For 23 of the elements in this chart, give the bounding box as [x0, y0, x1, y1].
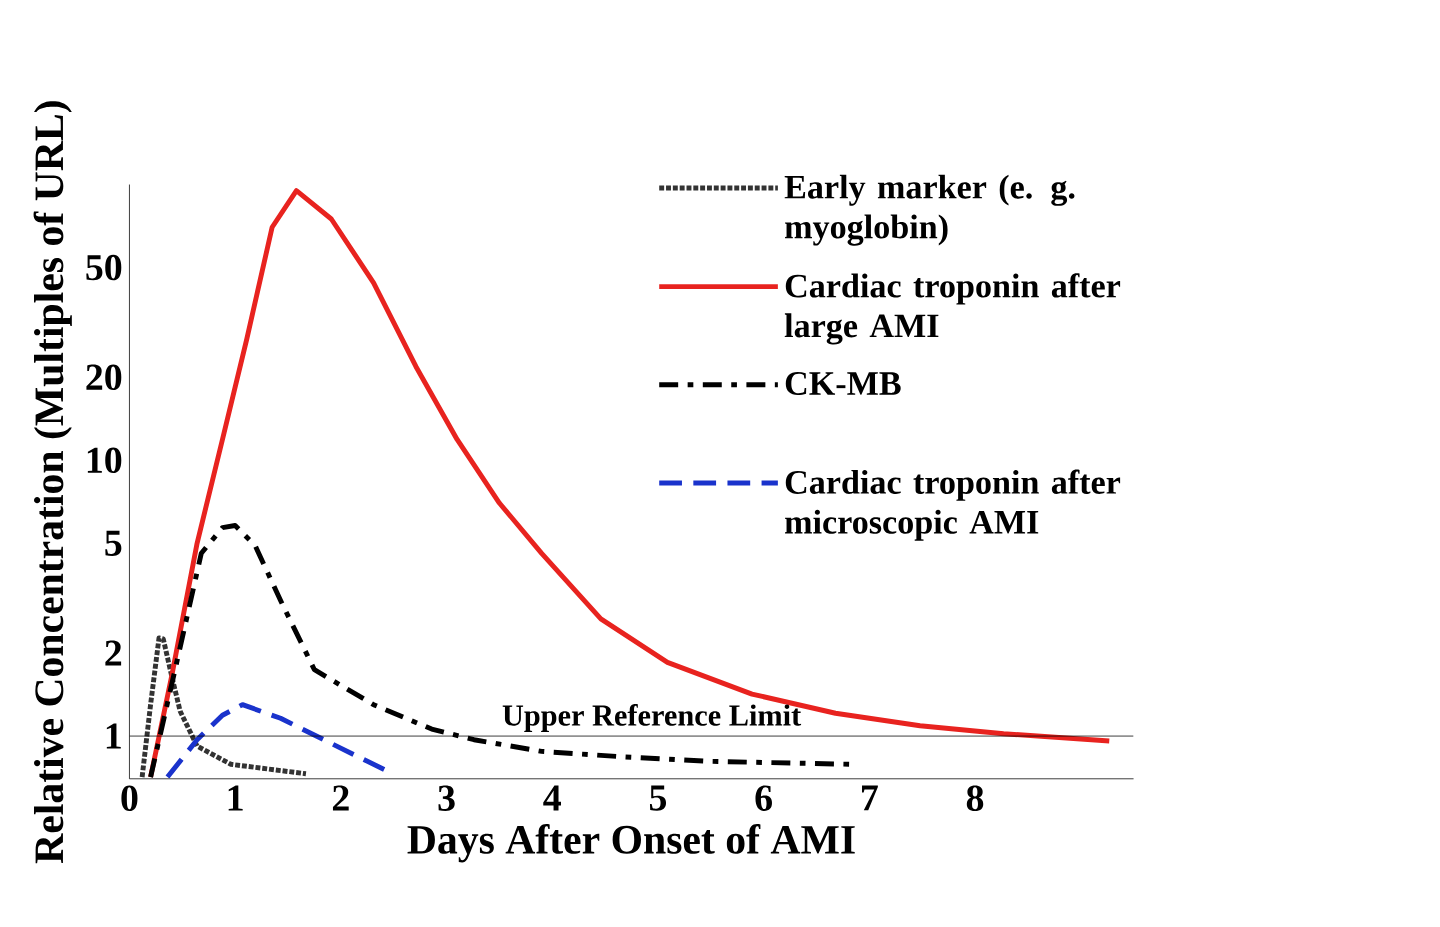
x-tick-label: 5 — [649, 785, 667, 811]
y-tick-label: 5 — [105, 530, 122, 556]
x-axis-title: Days After Onset of AMI — [407, 824, 855, 863]
legend-label: Cardiac troponin after large AMI — [784, 273, 1121, 345]
y-tick-label: 20 — [86, 364, 122, 391]
legend-label: Early marker (e. g. myoglobin) — [784, 174, 1075, 246]
x-tick-label: 1 — [228, 785, 243, 811]
legend-label: CK-MB — [785, 372, 901, 395]
y-tick-label: 2 — [105, 640, 122, 666]
x-tick-label: 6 — [755, 785, 772, 811]
x-tick-label: 8 — [966, 785, 984, 812]
y-tick-label: 10 — [87, 447, 122, 474]
x-tick-label: 2 — [332, 785, 349, 811]
x-tick-label: 4 — [543, 785, 562, 811]
ref-line-label: Upper Reference Limit — [502, 704, 802, 732]
y-tick-label: 50 — [86, 254, 122, 281]
line-series — [139, 635, 309, 779]
legend-label: Cardiac troponin after microscopic AMI — [785, 469, 1121, 541]
y-tick-label: 1 — [106, 723, 121, 749]
x-tick-label: 3 — [438, 785, 455, 811]
x-tick-label: 7 — [862, 785, 878, 811]
x-tick-label: 0 — [121, 785, 138, 812]
y-axis-title: Relative Concentration (Multiples of URL) — [33, 101, 72, 864]
